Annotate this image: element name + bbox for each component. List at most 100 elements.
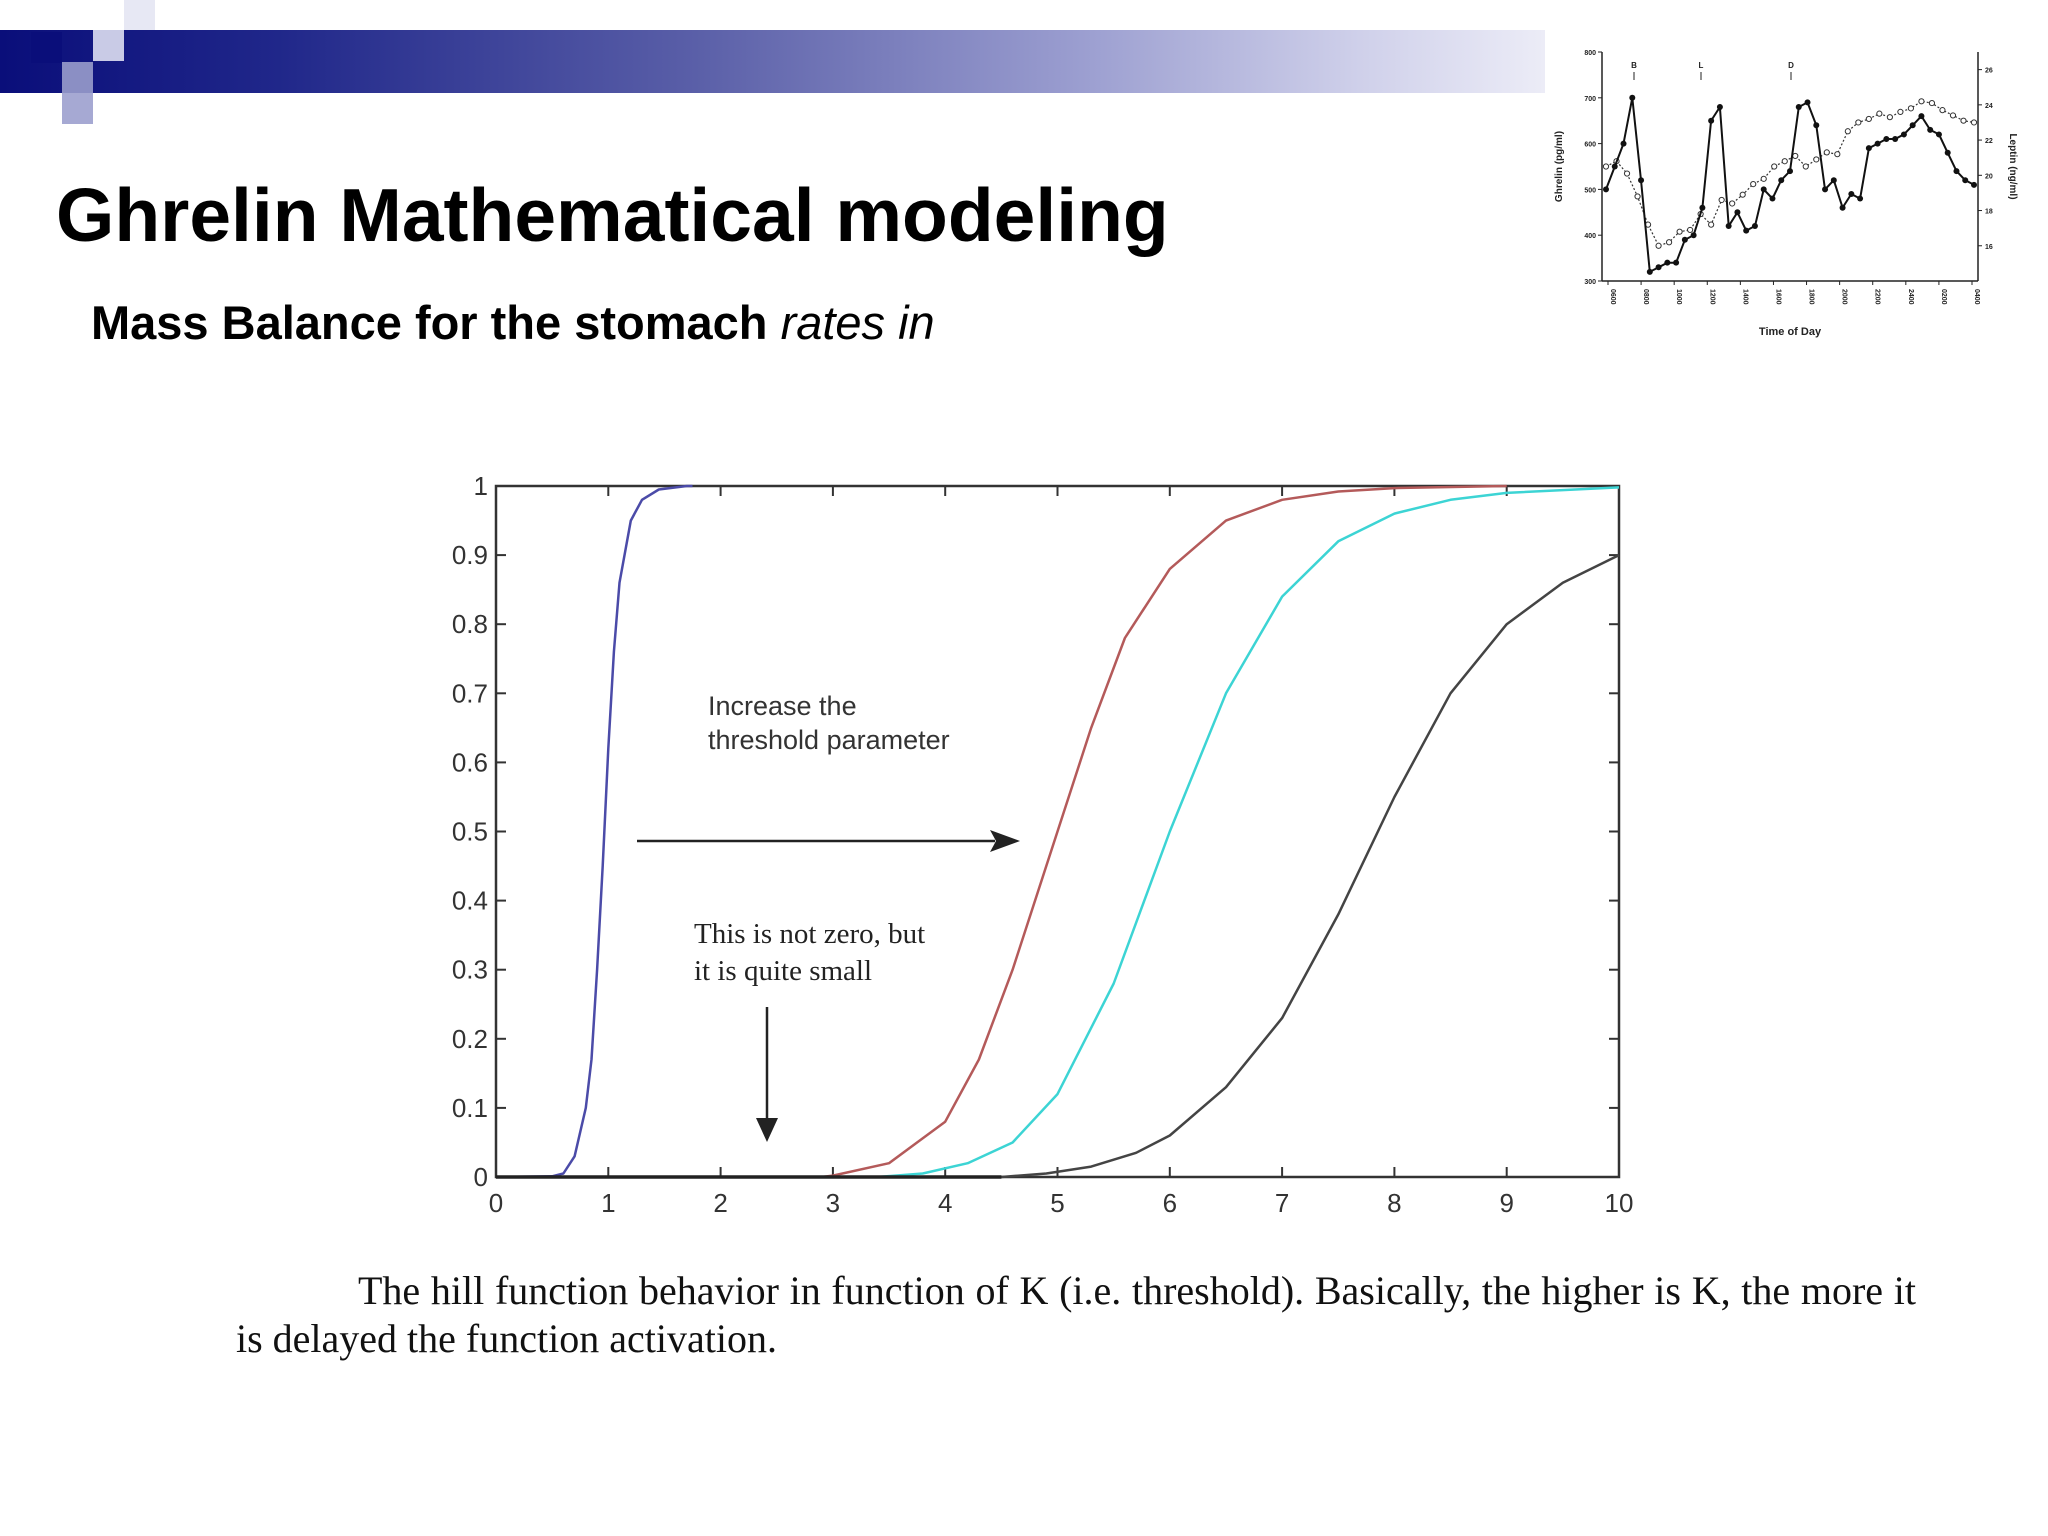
inset-ghrelin-point	[1611, 163, 1618, 170]
x-tick-label: 9	[1499, 1188, 1513, 1218]
inset-y-tick-label: 700	[1584, 96, 1596, 103]
inset-ghrelin-point	[1865, 145, 1872, 152]
inset-ghrelin-point	[1830, 177, 1837, 184]
inset-leptin-point	[1823, 149, 1830, 156]
y-tick-label: 0.4	[452, 886, 488, 916]
x-tick-label: 10	[1605, 1188, 1634, 1218]
inset-x-tick-label: 1400	[1741, 289, 1748, 305]
inset-ghrelin-point	[1804, 99, 1811, 106]
y-tick-label: 0.3	[452, 955, 488, 985]
main-plot: 0 1 2 3 4 5 6 7 8 9 10 0 0.1 0.2 0.3 0.4 0.5 0.6 0.7 0.8 0.9…	[452, 471, 1634, 1218]
inset-leptin-point	[1813, 156, 1820, 163]
inset-ghrelin-point	[1927, 126, 1934, 133]
decor-square-3	[124, 0, 155, 30]
y-tick-label: 0.6	[452, 747, 488, 777]
inset-y2-axis-label: Leptin (ng/ml)	[2007, 133, 2018, 199]
small-value-arrowhead	[756, 1118, 778, 1142]
decor-square-1	[31, 32, 62, 63]
inset-leptin-point	[1918, 98, 1925, 105]
inset-ghrelin-point	[1769, 195, 1776, 202]
inset-leptin-point	[1771, 163, 1778, 170]
annotation-threshold-line1: Increase the	[708, 691, 857, 721]
inset-leptin-point	[1760, 175, 1767, 182]
inset-ghrelin-point	[1857, 195, 1864, 202]
inset-leptin-point	[1834, 151, 1841, 158]
inset-leptin-point	[1897, 108, 1904, 115]
inset-ghrelin-point	[1848, 190, 1855, 197]
inset-leptin-point	[1855, 119, 1862, 126]
inset-leptin-point	[1750, 181, 1757, 188]
x-tick-label: 6	[1163, 1188, 1177, 1218]
inset-x-axis-label: Time of Day	[1759, 326, 1822, 338]
inset-leptin-point	[1729, 200, 1736, 207]
inset-x-tick-label: 0400	[1973, 289, 1980, 305]
inset-ghrelin-point	[1655, 264, 1662, 271]
y-tick-label: 0.9	[452, 540, 488, 570]
inset-leptin-point	[1865, 115, 1872, 123]
inset-ghrelin-point	[1664, 259, 1671, 266]
x-tick-label: 7	[1275, 1188, 1289, 1218]
inset-leptin-point	[1844, 128, 1851, 135]
decor-square-4	[62, 62, 93, 93]
subtitle-italic: rates in	[780, 296, 935, 349]
inset-ghrelin-point	[1795, 103, 1802, 110]
inset-meal-marker: D	[1788, 61, 1794, 70]
x-tick-label: 2	[713, 1188, 727, 1218]
inset-ghrelin-point	[1822, 186, 1829, 193]
inset-y-axis-label: Ghrelin (pg/ml)	[1554, 131, 1565, 202]
inset-ghrelin-point	[1944, 149, 1951, 156]
inset-ghrelin-point	[1918, 113, 1925, 120]
inset-ghrelin-point	[1751, 223, 1758, 230]
inset-x-tick-label: 0800	[1642, 289, 1649, 305]
slide-subtitle: Mass Balance for the stomach rates in	[91, 295, 935, 350]
annotation-small-line1: This is not zero, but	[694, 918, 925, 950]
inset-y2-tick-label: 24	[1985, 103, 1993, 110]
inset-ghrelin-point	[1690, 232, 1697, 239]
inset-y2-tick-label: 20	[1985, 173, 1993, 180]
y-tick-label: 0	[474, 1162, 488, 1192]
inset-ghrelin-point	[1638, 177, 1645, 184]
inset-x-tick-label: 1600	[1774, 289, 1781, 305]
slide-title: Ghrelin Mathematical modeling	[56, 173, 1169, 257]
inset-y-tick-label: 300	[1584, 279, 1596, 286]
y-tick-label: 1	[474, 471, 488, 501]
inset-leptin-point	[1623, 170, 1631, 177]
inset-leptin-point	[1928, 99, 1936, 107]
annotation-small-line2: it is quite small	[694, 955, 872, 987]
y-tick-label: 0.7	[452, 678, 488, 708]
inset-ghrelin-point	[1725, 223, 1732, 230]
inset-ghrelin-point	[1620, 140, 1627, 147]
inset-ghrelin-point	[1603, 186, 1609, 193]
inset-ghrelin-point	[1778, 177, 1785, 184]
inset-x-tick-label: 1800	[1808, 289, 1815, 305]
inset-leptin-point	[1718, 196, 1725, 204]
series-line-3	[496, 486, 1620, 1179]
inset-ghrelin-point	[1646, 268, 1653, 275]
inset-plot: 300 400 500 600 700 800 16 18 20 22 24 26 0600 0800 10…	[1554, 50, 2018, 338]
inset-y-tick-label: 600	[1584, 142, 1596, 149]
inset-ghrelin-point	[1813, 122, 1820, 129]
series-line-2	[496, 484, 1507, 1179]
y-tick-label: 0.5	[452, 817, 488, 847]
inset-ghrelin-point	[1962, 177, 1969, 184]
inset-ghrelin-point	[1716, 103, 1723, 110]
inset-background	[1545, 35, 2035, 345]
inset-leptin-point	[1655, 242, 1662, 249]
inset-leptin-point	[1970, 119, 1978, 126]
inset-y2-tick-label: 26	[1985, 68, 1993, 75]
inset-x-tick-label: 2200	[1874, 289, 1881, 305]
inset-leptin-point	[1665, 239, 1673, 246]
inset-y2-tick-label: 22	[1985, 138, 1993, 145]
x-tick-label: 1	[601, 1188, 615, 1218]
inset-ghrelin-point	[1935, 131, 1942, 138]
inset-x-tick-label: 2400	[1907, 289, 1914, 305]
inset-y-tick-label: 500	[1584, 187, 1596, 194]
inset-leptin-point	[1876, 110, 1883, 117]
inset-y2-tick-label: 18	[1985, 209, 1993, 216]
inset-y2-tick-label: 16	[1985, 244, 1993, 251]
inset-x-tick-label: 2000	[1841, 289, 1848, 305]
inset-ghrelin-point	[1708, 117, 1715, 124]
inset-ghrelin-point	[1673, 259, 1680, 266]
inset-leptin-point	[1886, 114, 1893, 121]
